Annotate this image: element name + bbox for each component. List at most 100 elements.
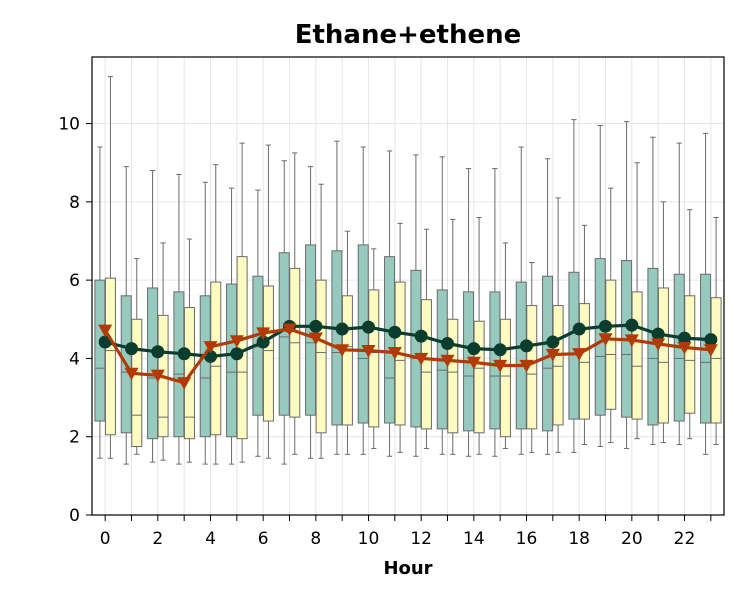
box-body [420,299,432,430]
box-body [410,269,422,428]
box-body [341,295,353,426]
data-point [651,338,666,351]
data-point [229,335,244,348]
data-point [125,342,138,356]
box-body [499,318,511,438]
x-tick-label: 10 [358,529,380,549]
data-point [625,318,639,332]
y-tick-label: 2 [69,428,80,448]
data-point [572,322,586,336]
data-point [256,327,271,340]
data-point [335,322,349,336]
box-body [199,295,211,438]
box-body [657,287,669,424]
plot-frame [91,56,725,516]
box-body [578,303,590,420]
x-tick-label: 6 [258,529,269,549]
data-point [624,334,639,348]
data-point [309,319,323,333]
data-point [388,325,402,339]
x-tick-label: 2 [152,529,163,549]
data-point [651,327,665,341]
y-tick-label: 4 [69,349,80,369]
x-tick-label: 12 [410,529,432,549]
box-body [173,291,185,438]
data-point [678,331,691,345]
box-body [684,295,696,414]
box-body [315,279,327,434]
box-body [605,279,617,410]
data-point [440,354,455,368]
box-body [147,287,159,440]
data-point [362,320,375,334]
y-tick-label: 0 [69,506,80,526]
data-point [704,333,718,347]
data-point [98,335,112,349]
box-body [631,291,643,420]
x-tick-label: 4 [205,529,216,549]
data-point [598,333,613,346]
data-point [98,324,113,338]
data-point [230,347,244,361]
x-tick-label: 16 [516,529,538,549]
data-point [387,346,402,360]
data-point [519,359,534,373]
x-tick-label: 0 [100,529,111,549]
data-point [703,344,718,357]
x-tick-label: 8 [310,529,321,549]
box-body [278,252,290,416]
box-body [94,279,106,422]
data-point [335,344,350,357]
data-point [414,352,429,366]
box-body [131,318,143,447]
box-body [473,320,485,434]
axes: 0 2 4 6 8 10 12 14 16 18 20 22 0 2 4 6 8 10 [58,56,725,549]
box-body [384,256,396,424]
box-plots [94,76,722,465]
y-tick-label: 8 [69,193,80,213]
box-body [552,305,564,426]
data-point [493,359,508,373]
data-point [414,329,428,343]
data-point [308,332,323,346]
x-tick-label: 18 [568,529,590,549]
x-tick-label: 20 [621,529,643,549]
data-point [361,344,376,358]
box-body [710,297,722,424]
box-body [368,289,380,428]
data-point [282,323,297,337]
box-body [357,244,369,424]
x-axis-label: Hour [383,558,432,579]
box-body [226,283,238,438]
box-body [568,271,580,420]
box-body [515,281,527,430]
y-tick-label: 10 [58,115,80,135]
chart-title: Ethane+ethene [295,20,522,50]
mean-lines [98,318,718,390]
data-point [203,341,218,354]
data-point [177,377,192,390]
data-point [677,341,692,355]
data-point [177,347,191,361]
box-body [331,250,343,426]
box-body [447,318,459,434]
series-line [103,327,711,385]
data-point [546,335,560,349]
x-tick-label: 14 [463,529,485,549]
data-point [256,335,270,349]
data-point [520,339,533,353]
data-point [545,348,560,362]
data-point [467,342,481,356]
data-point [441,337,454,351]
data-point [493,343,507,357]
box-body [104,277,116,436]
data-point [599,319,612,333]
x-tick-label: 22 [674,529,696,549]
box-body [262,285,274,422]
data-point [466,356,481,370]
y-tick-label: 6 [69,271,80,291]
data-point [150,369,165,383]
data-point [572,348,587,361]
